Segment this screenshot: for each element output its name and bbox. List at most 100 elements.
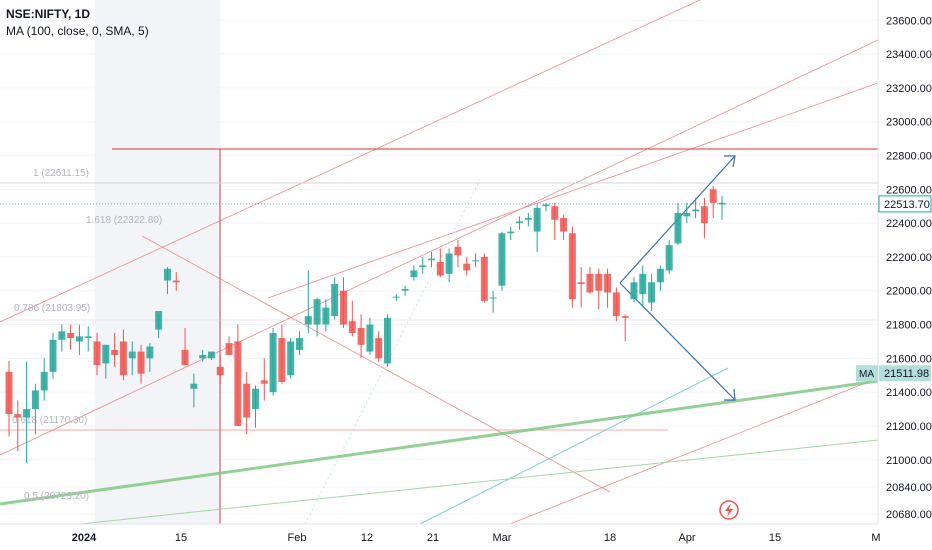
projection-arrow-down — [619, 282, 736, 401]
ma-name-tag — [856, 365, 878, 382]
ma-value-label: 21511.98 — [884, 368, 929, 380]
x-tick-label: 12 — [361, 532, 373, 544]
candle-body — [269, 332, 277, 393]
y-tick-label: 21400.00 — [886, 387, 932, 399]
candle-body — [436, 262, 444, 276]
y-tick-label: 23400.00 — [886, 49, 932, 61]
x-tick-label: Apr — [678, 532, 695, 544]
candle-body — [577, 282, 585, 284]
fib-level-label: 0.786 (21803.95) — [14, 303, 90, 314]
candle-body — [295, 338, 303, 350]
candle-body — [304, 316, 312, 325]
candle-body — [207, 351, 215, 359]
fib-level-label: 1 (22611.15) — [33, 168, 89, 179]
candle-body — [111, 349, 119, 355]
price-axis-bg — [878, 0, 932, 550]
ma-100-line — [0, 379, 879, 506]
candle-body — [102, 344, 110, 364]
candle-body — [163, 268, 171, 281]
x-tick-label: Feb — [288, 532, 307, 544]
candle-body — [119, 341, 127, 376]
candle-body — [560, 218, 568, 232]
arrowhead-up-icon — [724, 155, 736, 168]
cyan-trendline — [419, 367, 729, 525]
candle-body — [225, 343, 233, 355]
candle-body — [384, 317, 392, 364]
y-tick-label: 22800.00 — [886, 151, 932, 163]
channel-mid-line — [267, 82, 879, 299]
candle-body — [190, 383, 198, 389]
candle-body — [67, 332, 75, 339]
last-price-label: 22513.70 — [884, 199, 930, 211]
candle-body — [410, 270, 418, 278]
candle-body — [463, 263, 471, 271]
time-axis-bg — [0, 524, 932, 550]
x-tick-label: Mar — [493, 532, 512, 544]
candle-body — [524, 218, 532, 220]
candle-body — [216, 366, 224, 376]
x-tick-label: 18 — [604, 532, 616, 544]
candle-body — [445, 253, 453, 274]
x-tick-label: 21 — [427, 532, 439, 544]
flash-icon-bolt — [725, 503, 733, 517]
candle-body — [604, 273, 612, 293]
candle-body — [709, 189, 717, 203]
x-tick-label: 2024 — [72, 532, 97, 544]
candle-body — [278, 338, 286, 383]
ma-name-label: MA — [859, 369, 874, 380]
candle-body — [586, 273, 594, 293]
candle-body — [155, 311, 163, 330]
last-price-tag — [878, 195, 932, 213]
candle-body — [639, 273, 647, 295]
y-tick-label: 21800.00 — [886, 320, 932, 332]
dotted-projection-line — [304, 179, 481, 525]
flash-icon-ring — [719, 500, 739, 520]
candle-body — [700, 206, 708, 224]
candle-body — [516, 221, 524, 224]
drawing-layer: 1 (22611.15) 1.618 (22322.80) 0.786 (21803… — [0, 0, 879, 525]
candle-body — [621, 316, 629, 318]
candle-body — [181, 349, 189, 366]
candle-body — [568, 233, 576, 300]
candle-body — [23, 409, 31, 418]
candle-body — [75, 336, 83, 342]
candle-body — [146, 346, 154, 359]
candle-body — [630, 282, 638, 300]
candle-body — [692, 209, 700, 212]
candle-body — [375, 338, 383, 359]
y-tick-label: 22000.00 — [886, 286, 932, 298]
candle-body — [366, 324, 374, 352]
candle-body — [656, 268, 664, 283]
candle-body — [339, 290, 347, 325]
candle-body — [49, 339, 57, 372]
candle-body — [718, 202, 726, 205]
fib-level-label: 1.618 (22322.80) — [86, 215, 162, 226]
candle-body — [5, 371, 13, 415]
fib-level-label: 0.5 (20725.20) — [24, 491, 89, 502]
candle-body — [251, 388, 259, 410]
y-tick-label: 21600.00 — [886, 353, 932, 365]
lower-green-line — [79, 439, 879, 525]
candle-body — [348, 321, 356, 333]
flash-icon[interactable] — [719, 500, 739, 520]
candle-body — [322, 307, 330, 325]
y-tick-label: 23600.00 — [886, 15, 932, 27]
indicator-title[interactable]: MA (100, close, 0, SMA, 5) — [6, 24, 149, 38]
y-tick-label: 21200.00 — [886, 421, 932, 433]
candle-body — [454, 246, 462, 256]
candle-body — [612, 292, 620, 317]
candle-body — [93, 341, 101, 366]
y-tick-label: 20680.00 — [886, 509, 932, 521]
y-tick-label: 22400.00 — [886, 218, 932, 230]
symbol-title[interactable]: NSE:NIFTY, 1D — [6, 7, 91, 21]
candle-body — [287, 341, 295, 376]
candle-body — [331, 283, 339, 317]
y-tick-label: 23200.00 — [886, 83, 932, 95]
candle-body — [472, 260, 480, 262]
candle-body — [533, 207, 541, 232]
y-tick-label: 22200.00 — [886, 252, 932, 264]
candle-body — [401, 289, 409, 291]
candle-body — [234, 341, 242, 426]
